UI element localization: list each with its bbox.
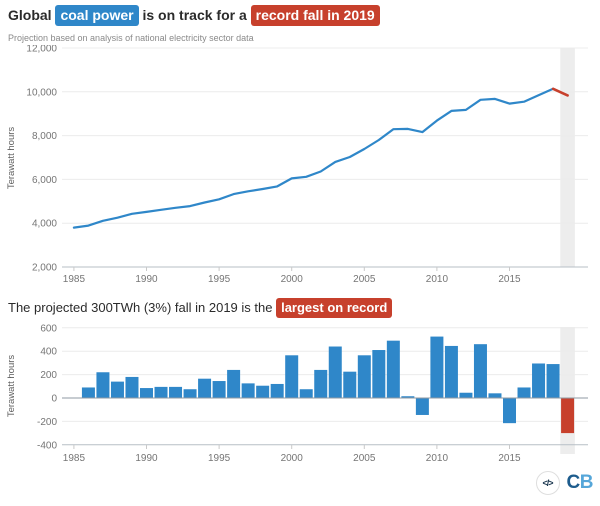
change-bar xyxy=(154,386,168,398)
change-bar xyxy=(96,372,110,398)
change-bar xyxy=(386,340,400,398)
section-title: The projected 300TWh (3%) fall in 2019 i… xyxy=(8,298,393,318)
carbon-brief-logo[interactable]: CB xyxy=(566,472,594,494)
x-tick-label: 1990 xyxy=(135,453,158,464)
projection-highlight-band xyxy=(560,327,575,454)
x-tick-label: 2010 xyxy=(426,274,449,285)
x-tick-label: 1990 xyxy=(135,274,158,285)
x-tick-label: 2005 xyxy=(353,274,376,285)
title-text-middle: is on track for a xyxy=(142,7,247,23)
y-tick-label: 600 xyxy=(40,323,57,334)
change-bar xyxy=(183,389,197,398)
change-bar xyxy=(125,376,139,398)
chart-footer: </> CB xyxy=(535,471,594,495)
change-bar xyxy=(328,346,342,398)
x-tick-label: 2010 xyxy=(426,453,449,464)
change-bar xyxy=(110,381,124,398)
x-tick-label: 2015 xyxy=(498,274,521,285)
change-bar xyxy=(198,378,212,398)
y-axis-label-top-chart: Terawatt hours xyxy=(6,127,17,190)
section-title-highlight: largest on record xyxy=(276,298,393,318)
coal-generation-line-chart: Terawatt hours 12,000 10,000 8,000 6,000 4,0… xyxy=(6,45,588,285)
title-text-prefix: Global xyxy=(8,7,52,23)
change-bar xyxy=(517,387,531,398)
change-bar xyxy=(169,386,183,398)
change-bar xyxy=(241,383,255,398)
y-tick-label: 0 xyxy=(51,394,57,405)
y-tick-label: 10,000 xyxy=(26,87,57,98)
title-highlight-record-fall: record fall in 2019 xyxy=(250,5,380,26)
change-bar xyxy=(459,392,473,398)
logo-letter-b: B xyxy=(579,472,594,493)
x-tick-label: 1995 xyxy=(208,453,231,464)
x-tick-label: 2015 xyxy=(498,453,521,464)
change-bar xyxy=(532,363,546,398)
change-bar xyxy=(503,398,516,424)
change-bar xyxy=(343,371,357,398)
y-tick-label: 12,000 xyxy=(26,45,57,55)
change-bar xyxy=(212,381,226,398)
y-tick-label: 4,000 xyxy=(32,219,57,230)
y-tick-label: 2,000 xyxy=(32,263,57,274)
y-tick-label: -200 xyxy=(37,417,57,428)
change-bar xyxy=(372,350,386,398)
projected-fall-line-segment xyxy=(551,87,569,97)
x-tick-label: 2000 xyxy=(281,453,304,464)
chart-subtitle: Projection based on analysis of national… xyxy=(8,33,254,43)
y-axis-label-bottom-chart: Terawatt hours xyxy=(6,355,17,418)
y-tick-label: -400 xyxy=(37,440,57,451)
x-tick-label: 1995 xyxy=(208,274,231,285)
x-tick-label: 2005 xyxy=(353,453,376,464)
change-bar xyxy=(314,369,328,398)
y-tick-label: 8,000 xyxy=(32,131,57,142)
title-highlight-coal-power: coal power xyxy=(55,5,139,26)
section-title-text: The projected 300TWh (3%) fall in 2019 i… xyxy=(8,300,273,315)
coal-generation-line xyxy=(72,87,555,229)
y-tick-label: 6,000 xyxy=(32,175,57,186)
page-title: Global coal power is on track for a reco… xyxy=(8,5,380,26)
change-bar xyxy=(299,389,313,398)
embed-code-icon[interactable]: </> xyxy=(535,471,560,495)
x-tick-label: 1985 xyxy=(63,274,86,285)
x-tick-label: 2000 xyxy=(281,274,304,285)
change-bar xyxy=(227,369,241,398)
change-bar xyxy=(285,355,299,398)
change-bar xyxy=(401,396,415,398)
change-bar xyxy=(270,383,284,398)
change-bar xyxy=(488,393,502,398)
change-bar xyxy=(473,344,487,398)
y-tick-label: 400 xyxy=(40,347,57,358)
logo-letter-c: C xyxy=(566,472,581,493)
change-bar xyxy=(357,355,371,398)
change-bar xyxy=(415,398,429,415)
x-tick-label: 1985 xyxy=(63,453,86,464)
change-bar xyxy=(256,385,270,398)
change-bar xyxy=(430,336,444,398)
projected-fall-bar xyxy=(561,398,575,434)
change-bar xyxy=(444,345,458,398)
projection-highlight-band xyxy=(560,48,575,267)
change-bar xyxy=(81,387,95,398)
change-bar xyxy=(140,388,153,398)
change-bar xyxy=(546,364,560,398)
y-tick-label: 200 xyxy=(40,370,57,381)
